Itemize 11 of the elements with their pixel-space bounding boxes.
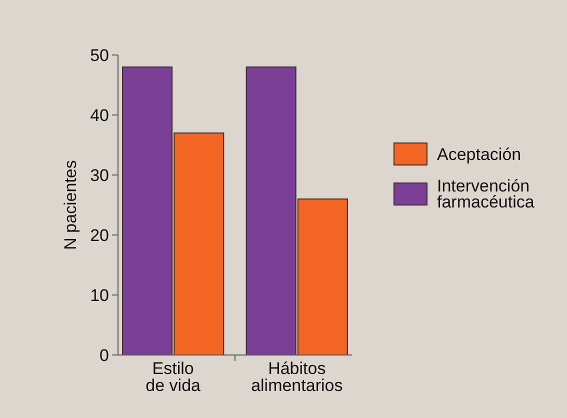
y-tick-label: 30 xyxy=(90,166,109,185)
x-tick-label: Estilo de vida xyxy=(146,359,202,395)
y-tick-label: 40 xyxy=(90,106,109,125)
y-axis-title: N pacientes xyxy=(61,160,80,250)
y-tick-label: 50 xyxy=(90,46,109,65)
y-tick-label: 20 xyxy=(90,226,109,245)
x-tick-label: Hábitos alimentarios xyxy=(251,359,343,395)
y-tick-label: 0 xyxy=(100,346,109,365)
legend-label: Intervención farmacéutica xyxy=(437,176,535,212)
y-tick-label: 10 xyxy=(90,286,109,305)
legend-label: Aceptación xyxy=(437,144,522,164)
